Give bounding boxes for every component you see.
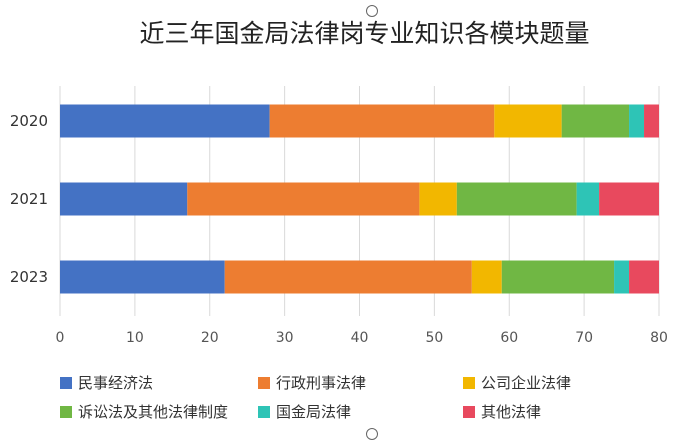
chart-title: 近三年国金局法律岗专业知识各模块题量 [139, 19, 590, 48]
bar-2020-series-3 [561, 104, 630, 138]
legend-swatch-1 [258, 376, 270, 389]
x-tick-label-20: 20 [201, 330, 219, 346]
bar-2021-series-5 [599, 182, 659, 216]
x-tick-label-10: 10 [126, 330, 144, 346]
legend-label-5: 其他法律 [481, 403, 542, 421]
legend-label-4: 国金局法律 [276, 403, 352, 421]
bar-2020-series-0 [60, 104, 270, 138]
y-tick-label-2020: 2020 [10, 112, 48, 130]
legend-item-3: 诉讼法及其他法律制度 [60, 401, 258, 422]
x-tick-label-30: 30 [276, 330, 294, 346]
bar-2021-series-0 [60, 182, 188, 216]
bar-2023-series-3 [501, 260, 615, 294]
y-tick-label-2023: 2023 [10, 268, 48, 286]
bar-2020-series-4 [629, 104, 645, 138]
legend-label-3: 诉讼法及其他法律制度 [78, 403, 229, 421]
bar-2023-series-0 [60, 260, 225, 294]
legend-label-1: 行政刑事法律 [276, 374, 367, 392]
chart-legend: 民事经济法 行政刑事法律 公司企业法律诉讼法及其他法律制度 国金局法律 其他法律 [60, 372, 660, 422]
bar-2021-series-3 [456, 182, 577, 216]
legend-swatch-3 [60, 405, 72, 418]
bar-2023-series-5 [629, 260, 659, 294]
legend-swatch-0 [60, 376, 72, 389]
legend-item-5: 其他法律 [463, 401, 653, 422]
legend-item-2: 公司企业法律 [463, 372, 653, 393]
legend-swatch-2 [463, 376, 475, 389]
bar-2021-series-1 [187, 182, 420, 216]
bar-2023-series-4 [614, 260, 630, 294]
x-tick-label-70: 70 [575, 330, 593, 346]
x-tick-label-0: 0 [56, 330, 65, 346]
bar-2023-series-2 [471, 260, 502, 294]
selection-handle-top[interactable] [366, 5, 378, 17]
legend-item-1: 行政刑事法律 [258, 372, 463, 393]
bar-2020-series-5 [644, 104, 659, 138]
legend-label-0: 民事经济法 [78, 374, 154, 392]
x-tick-label-50: 50 [425, 330, 443, 346]
bar-2020-series-1 [269, 104, 495, 138]
legend-item-0: 民事经济法 [60, 372, 258, 393]
legend-item-4: 国金局法律 [258, 401, 463, 422]
bar-2023-series-1 [224, 260, 472, 294]
x-tick-label-80: 80 [650, 330, 668, 346]
legend-label-2: 公司企业法律 [481, 374, 572, 392]
bar-2021-series-2 [419, 182, 457, 216]
y-tick-label-2021: 2021 [10, 190, 48, 208]
selection-handle-bottom[interactable] [366, 428, 378, 440]
x-tick-label-40: 40 [351, 330, 369, 346]
legend-swatch-5 [463, 405, 475, 418]
bar-2021-series-4 [576, 182, 600, 216]
bar-2020-series-2 [494, 104, 562, 138]
x-tick-label-60: 60 [500, 330, 518, 346]
legend-swatch-4 [258, 405, 270, 418]
